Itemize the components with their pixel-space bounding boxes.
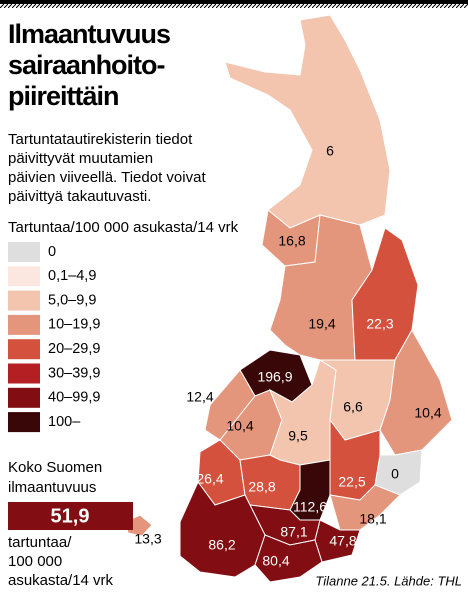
region-label: 80,4 bbox=[262, 553, 289, 569]
legend-swatch bbox=[8, 339, 40, 360]
region-label: 0 bbox=[391, 466, 399, 482]
description: päivittyvät muutamien bbox=[8, 150, 153, 167]
legend-label: 5,0–9,9 bbox=[48, 292, 96, 308]
region-label: 47,8 bbox=[329, 533, 356, 549]
map bbox=[124, 14, 453, 583]
legend-label: 20–29,9 bbox=[48, 341, 100, 357]
legend-heading: Tartuntaa/100 000 asukasta/14 vrk bbox=[8, 219, 239, 236]
legend-swatch bbox=[8, 363, 40, 384]
legend-label: 100– bbox=[48, 414, 81, 430]
region-label: 18,1 bbox=[359, 511, 386, 527]
region-label: 28,8 bbox=[248, 479, 275, 495]
national-caption: Koko Suomen bbox=[8, 459, 102, 476]
region-label: 19,4 bbox=[308, 316, 335, 332]
title: Ilmaantuvuus bbox=[8, 19, 170, 49]
legend-label: 40–99,9 bbox=[48, 390, 100, 406]
legend-swatch bbox=[8, 290, 40, 311]
legend-label: 0 bbox=[48, 244, 56, 260]
region-label: 112,6 bbox=[293, 499, 327, 515]
title: sairaanhoito- bbox=[8, 50, 165, 80]
national-unit: tartuntaa/ bbox=[8, 534, 72, 551]
region-label: 6,6 bbox=[343, 399, 363, 415]
legend-label: 30–39,9 bbox=[48, 365, 100, 381]
legend-swatch bbox=[8, 266, 40, 287]
national-box bbox=[8, 502, 133, 530]
region bbox=[224, 14, 391, 229]
national-unit: 100 000 bbox=[8, 553, 62, 570]
region-label: 87,1 bbox=[280, 524, 307, 540]
legend-swatch bbox=[8, 387, 40, 408]
legend-label: 10–19,9 bbox=[48, 317, 100, 333]
national-value: 51,9 bbox=[51, 505, 90, 527]
region-label: 6 bbox=[326, 143, 334, 159]
description: päivien viiveellä. Tiedot voivat bbox=[8, 169, 206, 186]
region bbox=[254, 534, 323, 583]
region-label: 12,4 bbox=[186, 389, 213, 405]
region-label: 13,3 bbox=[134, 531, 161, 547]
region-label: 196,9 bbox=[257, 369, 292, 385]
region-label: 26,4 bbox=[196, 471, 223, 487]
legend-label: 0,1–4,9 bbox=[48, 268, 96, 284]
region-label: 16,8 bbox=[278, 233, 305, 249]
national-unit: asukasta/14 vrk bbox=[8, 572, 114, 589]
region-label: 22,3 bbox=[366, 316, 393, 332]
region-label: 10,4 bbox=[226, 418, 253, 434]
legend-swatch bbox=[8, 412, 40, 433]
footer: Tilanne 21.5. Lähde: THL bbox=[315, 573, 462, 588]
region-label: 22,5 bbox=[338, 474, 365, 490]
region-label: 86,2 bbox=[208, 537, 235, 553]
legend-swatch bbox=[8, 242, 40, 262]
top-bar bbox=[0, 0, 468, 4]
top-hatch bbox=[0, 4, 468, 8]
description: päivittyä takautuvasti. bbox=[8, 188, 151, 205]
region-label: 9,5 bbox=[288, 428, 308, 444]
national-caption: ilmaantuvuus bbox=[8, 479, 96, 496]
title: piireittäin bbox=[8, 81, 119, 111]
description: Tartuntatautirekisterin tiedot bbox=[8, 131, 193, 148]
legend-swatch bbox=[8, 314, 40, 335]
region-label: 10,4 bbox=[414, 405, 441, 421]
